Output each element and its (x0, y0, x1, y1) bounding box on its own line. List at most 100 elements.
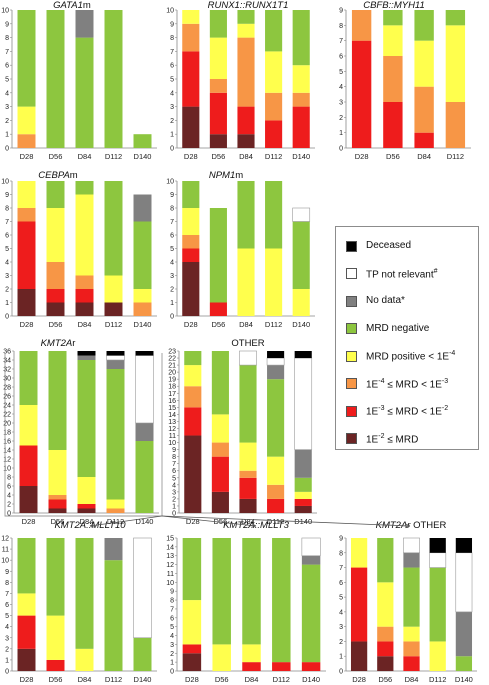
bar-segment-1e-3-mrd-1e-2 (265, 120, 283, 148)
bar-segment-mrd-negative (445, 10, 466, 26)
legend-swatch (346, 295, 357, 307)
x-tick-label: D84 (239, 320, 253, 329)
bar-segment-mrd-negative (104, 181, 123, 276)
bar-segment-1e-2-mrd (48, 508, 67, 513)
legend-label: MRD negative (366, 322, 430, 334)
chart-title: KMT2Ar (41, 338, 76, 349)
bar-segment-1e-3-mrd-1e-2 (377, 641, 394, 657)
bar-segment-1e-2-mrd (17, 648, 36, 671)
legend-swatch (346, 323, 357, 334)
bar-segment-mrd-negative (104, 560, 123, 671)
y-tick-label: 0 (172, 511, 176, 518)
y-tick-label: 11 (2, 547, 9, 554)
bar-segment-tp-not-relevant (133, 537, 152, 639)
x-tick-label: D84 (80, 517, 94, 526)
chart-cebpam: CEBPAm 0 1 2 3 4 5 6 7 8 9 10 D28 D56 D84 D112 D140 (1, 170, 157, 329)
legend-swatch (346, 240, 357, 252)
x-tick-label: D84 (239, 152, 253, 161)
bar-segment-mrd-negative (182, 538, 202, 601)
y-tick-label: 30 (3, 376, 11, 383)
bar-segment-1e-3-mrd-1e-2 (46, 289, 65, 303)
bar-segment-mrd-positive-1e-4 (239, 442, 257, 471)
bar-segment-mrd-negative (403, 567, 420, 627)
legend-swatch (346, 378, 357, 389)
bar-segment-mrd-negative (237, 181, 255, 249)
bar-segment-1e-4-mrd-1e-3 (265, 92, 283, 121)
bar-segment-1e-2-mrd (237, 134, 255, 148)
bar-segment-mrd-positive-1e-4 (242, 644, 261, 663)
y-tick-label: 11 (167, 571, 174, 578)
bar-segment-1e-2-mrd (77, 508, 96, 513)
bar-segment-mrd-negative (292, 221, 310, 289)
x-tick-label: D112 (273, 675, 290, 684)
bar-segment-mrd-negative (429, 567, 446, 642)
bar-segment-mrd-positive-1e-4 (445, 25, 466, 102)
x-tick-label: D84 (405, 675, 419, 684)
y-tick-label: 6 (170, 233, 174, 240)
bar-segment-1e-2-mrd (239, 498, 257, 513)
y-tick-label: 34 (3, 358, 11, 365)
y-tick-label: 10 (1, 8, 9, 15)
bar-segment-mrd-positive-1e-4 (133, 289, 152, 303)
bar-segment-1e-2-mrd (104, 302, 123, 316)
bar-segment-tp-not-relevant (266, 357, 285, 366)
bar-segment-no-data (106, 360, 125, 369)
bar-segment-1e-4-mrd-1e-3 (133, 302, 152, 316)
y-tick-label: 2 (172, 496, 176, 503)
y-tick-label: 0 (5, 146, 9, 153)
y-tick-label: 6 (172, 468, 176, 475)
y-tick-label: 1 (339, 654, 343, 661)
y-tick-label: 21 (168, 363, 176, 370)
y-tick-label: 10 (166, 179, 174, 186)
legend-item-mrd-negative: MRD negative (346, 322, 429, 336)
bar-segment-1e-3-mrd-1e-2 (184, 407, 202, 436)
y-tick-label: 12 (1, 536, 9, 543)
y-tick-label: 12 (168, 426, 176, 433)
x-tick-label: D28 (185, 675, 199, 684)
legend: Deceased TP not relevant# No data* MRD nega… (335, 226, 479, 450)
x-tick-label: D112 (429, 675, 446, 684)
y-tick-label: 8 (170, 35, 174, 42)
y-tick-label: 20 (168, 370, 176, 377)
bar-segment-mrd-positive-1e-4 (17, 181, 36, 208)
legend-label: TP not relevant# (366, 267, 438, 281)
bar-segment-1e-3-mrd-1e-2 (272, 662, 291, 671)
y-tick-label: 15 (168, 405, 176, 412)
bar-segment-1e-3-mrd-1e-2 (209, 302, 227, 316)
bar-segment-mrd-positive-1e-4 (237, 23, 255, 38)
y-tick-label: 9 (170, 192, 174, 199)
bar-segment-1e-4-mrd-1e-3 (292, 92, 310, 107)
y-tick-label: 0 (170, 314, 174, 321)
connector-line (161, 515, 411, 527)
y-tick-label: 6 (5, 63, 9, 70)
y-tick-label: 4 (339, 84, 343, 91)
bar-segment-mrd-positive-1e-4 (182, 10, 200, 24)
x-tick-label: D84 (78, 675, 92, 684)
y-tick-label: 13 (168, 419, 176, 426)
x-tick-label: D56 (49, 152, 63, 161)
bar-segment-tp-not-relevant (455, 552, 473, 613)
x-tick-label: D140 (302, 675, 320, 684)
x-tick-label: D56 (378, 675, 392, 684)
y-tick-label: 19 (168, 377, 176, 384)
x-tick-label: D112 (105, 152, 122, 161)
y-tick-label: 9 (5, 569, 9, 576)
y-tick-label: 13 (166, 553, 174, 560)
bar-segment-1e-2-mrd (184, 435, 202, 513)
bar-segment-mrd-negative (46, 10, 65, 148)
legend-item-tp-not-relevant: TP not relevant# (346, 267, 438, 281)
y-tick-label: 2 (5, 118, 9, 125)
bar-segment-mrd-positive-1e-4 (77, 477, 96, 504)
y-tick-label: 5 (5, 613, 9, 620)
y-tick-label: 7 (339, 565, 343, 572)
y-tick-label: 6 (170, 615, 174, 622)
y-tick-label: 8 (5, 580, 9, 587)
legend-swatch (346, 405, 357, 417)
y-tick-label: 10 (168, 440, 176, 447)
bar-segment-mrd-positive-1e-4 (383, 25, 403, 56)
y-tick-label: 6 (339, 580, 343, 587)
bar-segment-mrd-negative (211, 351, 229, 415)
y-tick-label: 6 (339, 54, 343, 61)
y-tick-label: 14 (166, 544, 174, 551)
